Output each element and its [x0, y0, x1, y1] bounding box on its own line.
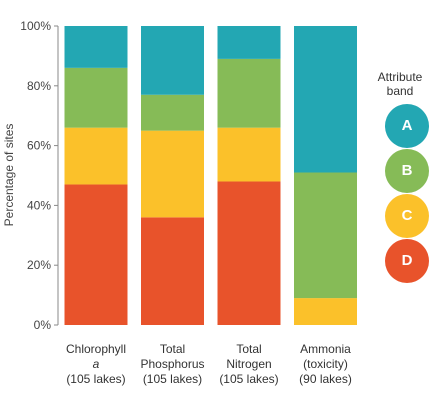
category-label-line2: Phosphorus	[140, 357, 205, 371]
y-axis-label: Percentage of sites	[2, 124, 16, 227]
legend-title: Attribute band	[366, 70, 431, 98]
legend-badge-a: A	[385, 104, 429, 148]
bar-segment-b-2	[217, 58, 281, 128]
bar-segment-c-3	[294, 298, 357, 325]
legend-badge-b: B	[385, 149, 429, 193]
category-label-line3: (105 lakes)	[219, 372, 279, 386]
legend-badge-d: D	[385, 239, 429, 283]
category-label-line2: Nitrogen	[226, 357, 272, 371]
category-label: Ammonia (toxicity) (90 lakes)	[284, 342, 368, 387]
category-label-line3: (90 lakes)	[299, 372, 352, 386]
bar-segment-b-0	[64, 67, 128, 128]
category-label-line1: Total	[236, 342, 262, 356]
category-label-line3: (105 lakes)	[142, 372, 203, 386]
y-tick-label: 80%	[27, 79, 51, 93]
y-tick-label: 60%	[27, 139, 51, 153]
y-axis: 0% 20% 40% 60% 80% 100%	[20, 19, 59, 332]
y-tick-label: 40%	[27, 198, 51, 212]
category-label-line3: (105 lakes)	[66, 372, 126, 386]
legend-badge-c: C	[385, 194, 429, 238]
category-label: Total Phosphorus (105 lakes)	[131, 342, 215, 387]
y-tick-label: 20%	[27, 258, 51, 272]
bar-segment-c-0	[64, 127, 128, 185]
category-label-line2: (toxicity)	[303, 357, 348, 371]
legend-title-line1: Attribute	[377, 70, 423, 84]
category-label: Total Nitrogen (105 lakes)	[207, 342, 291, 387]
bar-segment-c-2	[217, 127, 281, 182]
bar-segment-c-1	[141, 130, 204, 218]
bars	[64, 26, 357, 325]
category-label: Chlorophyll a (105 lakes)	[54, 342, 138, 387]
bar-segment-d-1	[141, 217, 204, 325]
bar-segment-a-3	[294, 26, 357, 173]
bar-segment-d-0	[64, 184, 128, 325]
bar-segment-d-2	[217, 181, 281, 325]
legend-title-line2: band	[386, 84, 414, 98]
bar-segment-b-1	[141, 94, 204, 131]
y-tick-label: 100%	[20, 19, 51, 33]
bar-segment-b-3	[294, 172, 357, 299]
y-tick-label: 0%	[34, 318, 52, 332]
category-label-line1: Ammonia	[300, 342, 351, 356]
category-label-line1: Total	[159, 342, 186, 356]
bar-segment-a-0	[64, 26, 128, 68]
category-label-line2: a	[92, 357, 100, 371]
bar-segment-a-2	[217, 26, 281, 59]
category-label-line1: Chlorophyll	[65, 342, 127, 356]
bar-segment-a-1	[141, 26, 204, 95]
